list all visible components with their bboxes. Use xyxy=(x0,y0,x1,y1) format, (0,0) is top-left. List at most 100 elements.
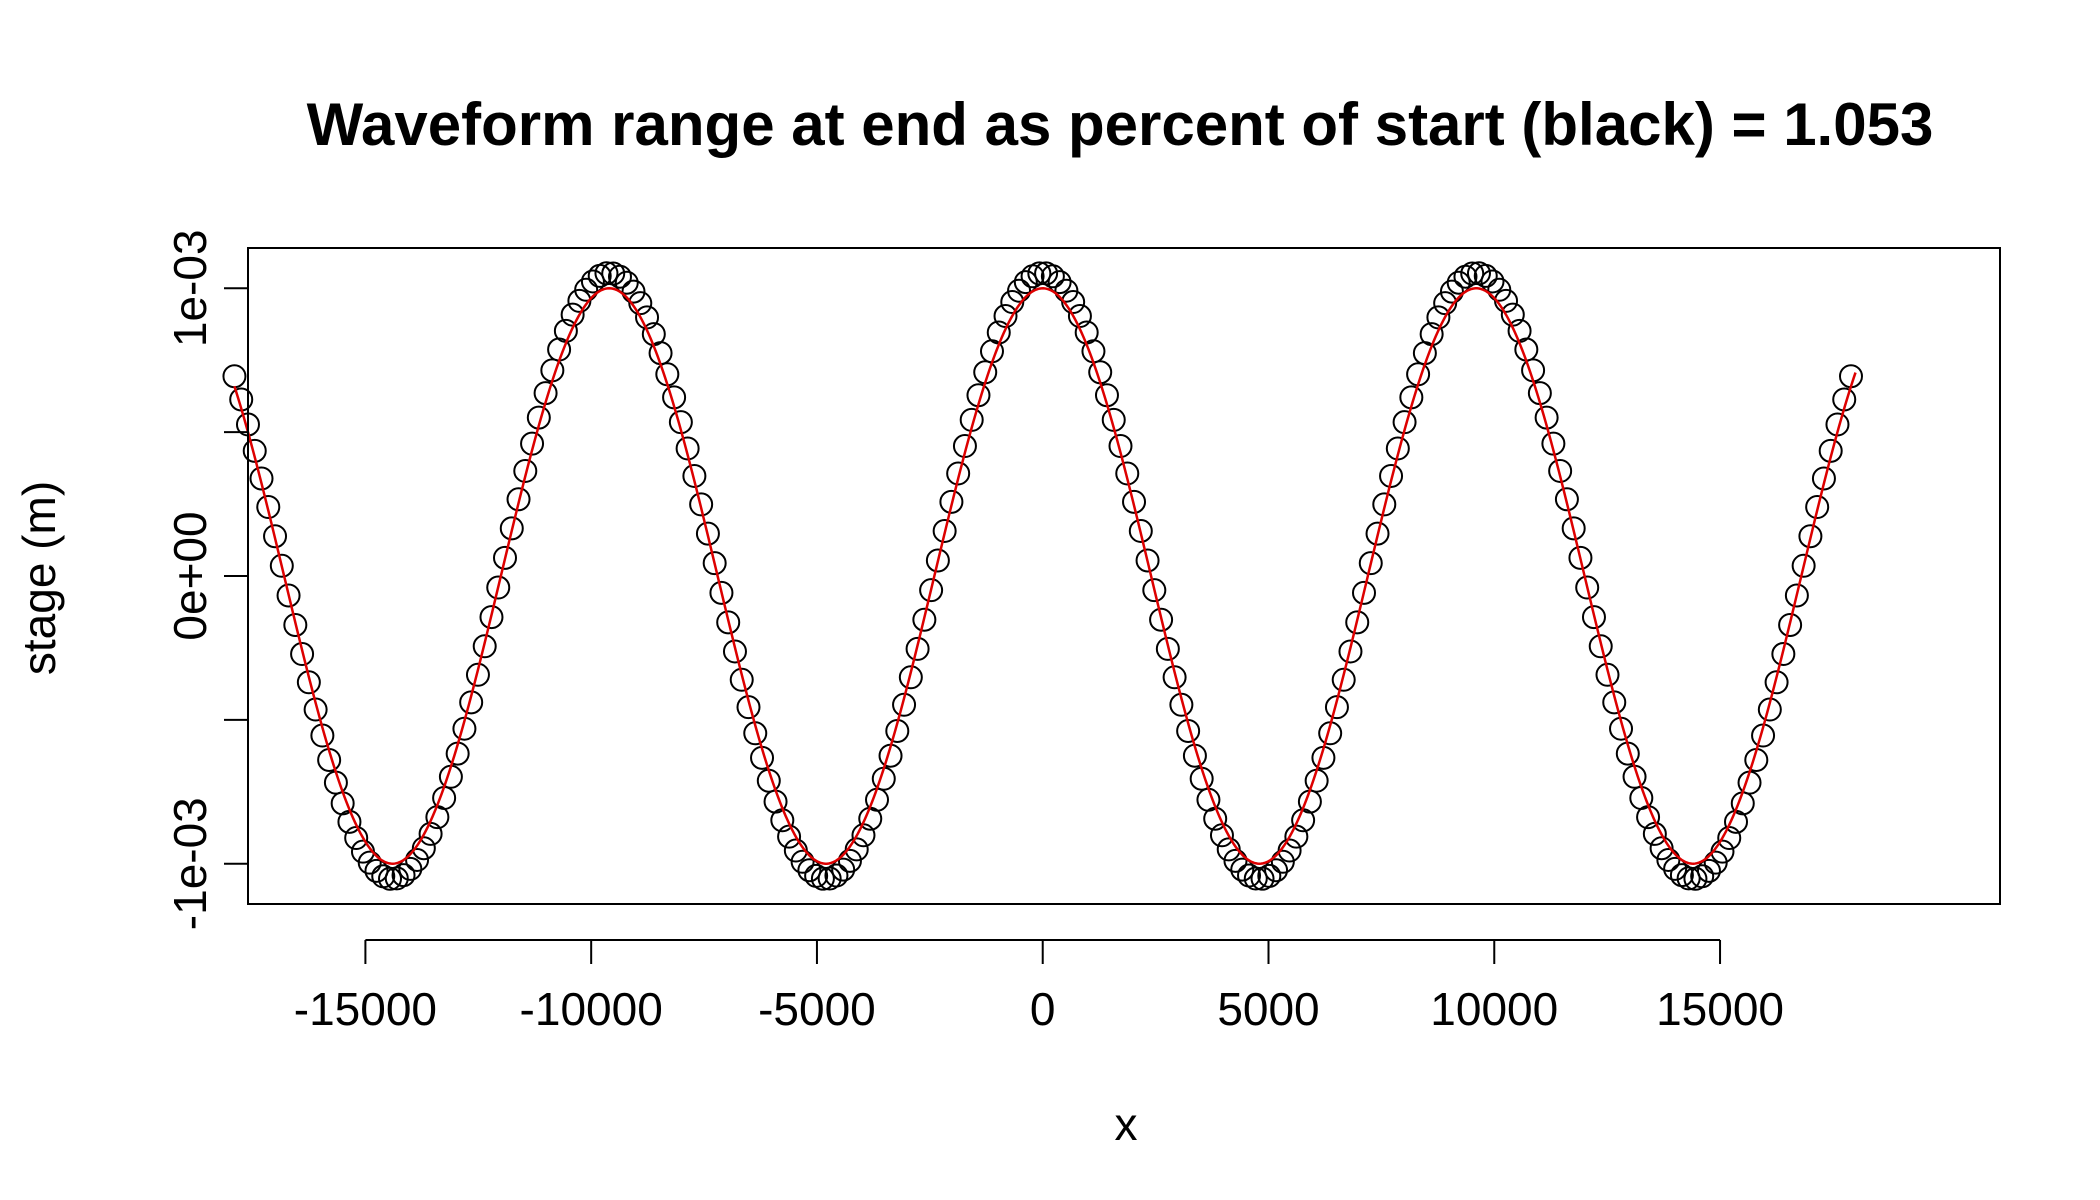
data-point xyxy=(1588,634,1613,659)
data-point xyxy=(689,492,714,517)
data-point xyxy=(1128,518,1153,543)
data-point xyxy=(378,866,403,891)
data-point xyxy=(1805,495,1830,519)
data-point xyxy=(1277,838,1302,863)
x-tick-label: -15000 xyxy=(294,983,437,1035)
data-point xyxy=(1047,270,1072,295)
data-point xyxy=(283,612,308,637)
plot-content xyxy=(222,261,1863,891)
data-point xyxy=(716,610,741,635)
y-axis-label: stage (m) xyxy=(13,481,65,675)
data-point xyxy=(824,863,849,888)
data-point xyxy=(1135,548,1160,573)
data-point xyxy=(1365,521,1390,546)
data-point xyxy=(1690,864,1715,889)
x-tick-label: 5000 xyxy=(1217,983,1319,1035)
data-point xyxy=(479,605,504,630)
data-point xyxy=(1331,667,1356,692)
data-point xyxy=(1439,279,1464,304)
data-point xyxy=(939,489,964,514)
data-point xyxy=(1007,278,1032,303)
data-point xyxy=(1561,516,1586,541)
data-point xyxy=(1264,858,1289,883)
data-point xyxy=(1352,580,1376,605)
data-point xyxy=(1270,849,1295,874)
data-point xyxy=(682,463,707,488)
data-point xyxy=(1581,605,1606,630)
x-tick-label: -10000 xyxy=(520,983,663,1035)
data-point xyxy=(256,495,281,519)
data-point xyxy=(506,487,531,512)
x-tick-label: 10000 xyxy=(1430,983,1558,1035)
data-point xyxy=(465,662,490,687)
data-point xyxy=(269,553,294,578)
data-point xyxy=(1446,270,1471,295)
data-point xyxy=(912,607,937,632)
data-point xyxy=(932,518,957,543)
data-point xyxy=(1155,636,1180,661)
black-point-series xyxy=(222,261,1863,891)
data-point xyxy=(580,269,605,294)
x-axis-label: x xyxy=(1115,1098,1138,1150)
data-point xyxy=(1554,487,1579,512)
data-point xyxy=(1778,612,1803,637)
data-point xyxy=(1663,856,1688,881)
data-point xyxy=(1162,665,1187,690)
data-point xyxy=(405,847,430,872)
data-point xyxy=(1115,461,1140,486)
x-axis: -15000 -10000 -5000 0 5000 10000 15000 xyxy=(294,939,1784,1035)
data-point xyxy=(1568,545,1593,570)
data-point xyxy=(222,364,247,389)
data-point xyxy=(607,264,632,289)
y-axis: -1e-03 0e+00 1e-03 xyxy=(164,229,249,930)
data-point xyxy=(1013,270,1038,295)
data-point xyxy=(628,291,653,316)
data-point xyxy=(695,521,720,546)
data-point xyxy=(1548,458,1573,483)
x-tick-label: 15000 xyxy=(1656,983,1784,1035)
data-point xyxy=(783,838,808,863)
data-point xyxy=(1230,857,1255,882)
data-point xyxy=(486,575,511,600)
data-point xyxy=(790,849,815,874)
data-point xyxy=(594,261,619,286)
data-point xyxy=(1345,610,1370,635)
data-point xyxy=(1433,291,1458,316)
data-point xyxy=(905,636,930,661)
data-point xyxy=(493,545,517,570)
data-point xyxy=(411,836,436,861)
data-point xyxy=(574,277,599,302)
data-point xyxy=(1142,578,1167,603)
data-point xyxy=(1473,263,1498,288)
data-point xyxy=(1649,836,1674,861)
data-point xyxy=(1791,553,1816,578)
data-point xyxy=(1798,524,1823,549)
data-point xyxy=(1771,642,1796,667)
data-point xyxy=(1243,866,1268,891)
data-point xyxy=(1223,848,1248,873)
data-point xyxy=(1358,551,1383,576)
data-point xyxy=(513,458,538,483)
y-tick-label: 0e+00 xyxy=(164,511,216,640)
data-point xyxy=(1061,290,1086,315)
data-point xyxy=(1040,264,1065,289)
chart-title: Waveform range at end as percent of star… xyxy=(307,91,1934,158)
data-point xyxy=(1149,607,1174,632)
data-point xyxy=(810,866,835,891)
data-point xyxy=(1656,847,1681,872)
data-point xyxy=(391,863,416,888)
data-point xyxy=(1122,489,1147,514)
x-tick-label: 0 xyxy=(1030,983,1056,1035)
data-point xyxy=(614,270,639,295)
data-point xyxy=(1257,863,1282,888)
data-point xyxy=(290,642,315,667)
data-point xyxy=(722,639,747,664)
data-point xyxy=(925,548,950,573)
data-point xyxy=(276,583,301,608)
data-point xyxy=(1494,288,1519,313)
data-point xyxy=(898,665,923,690)
data-point xyxy=(1696,858,1721,883)
data-point xyxy=(1764,670,1789,695)
data-point xyxy=(249,466,274,491)
